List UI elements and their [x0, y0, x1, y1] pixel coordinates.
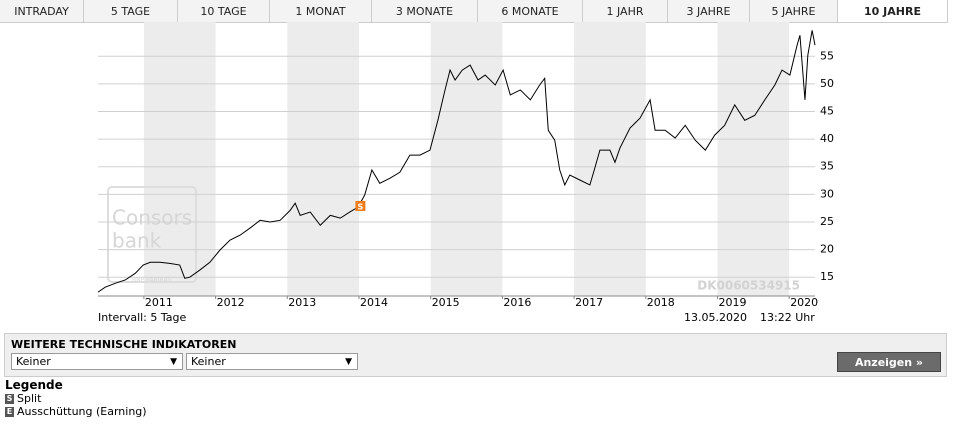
watermark-box — [107, 186, 197, 283]
y-tick-label: 45 — [820, 104, 834, 117]
date: 13.05.2020 — [684, 311, 747, 324]
tab[interactable]: 3 MONATE — [372, 0, 478, 22]
y-tick-label: 40 — [820, 132, 834, 145]
y-tick-label: 35 — [820, 160, 834, 173]
year-band — [430, 22, 503, 296]
y-tick-label: 15 — [820, 270, 834, 283]
time: 13:22 Uhr — [760, 311, 815, 324]
legend-icon: S — [5, 394, 14, 404]
legend-item: S Split — [5, 392, 147, 405]
tab[interactable]: 10 JAHRE — [838, 0, 948, 22]
tab[interactable]: 1 JAHR — [583, 0, 668, 22]
tab[interactable]: INTRADAY — [0, 0, 84, 22]
legend-label: Split — [17, 392, 42, 405]
y-tick-label: 30 — [820, 187, 834, 200]
year-band — [717, 22, 790, 296]
y-tick-label: 20 — [820, 243, 834, 256]
split-marker — [355, 200, 366, 211]
tab[interactable]: 6 MONATE — [478, 0, 583, 22]
y-tick-label: 50 — [820, 77, 834, 90]
indicator-select[interactable]: Keiner — [186, 353, 358, 370]
tab[interactable]: 1 MONAT — [270, 0, 372, 22]
year-band — [574, 22, 646, 296]
watermark: Consors — [112, 206, 192, 230]
x-tick-label: 2016 — [503, 296, 531, 309]
price-line — [97, 30, 816, 293]
watermark: DK0060534915 — [697, 279, 800, 293]
legend-icon: E — [5, 407, 14, 417]
tab-bar: INTRADAY 5 TAGE 10 TAGE 1 MONAT 3 MONATE 6 MO… — [0, 0, 948, 23]
x-tick-label: 2015 — [432, 296, 460, 309]
interval: Intervall: 5 Tage — [98, 311, 187, 324]
year-band — [143, 22, 216, 296]
panel-title: WEITERE TECHNISCHE INDIKATOREN — [11, 338, 237, 351]
show-button[interactable]: Anzeigen » — [837, 352, 941, 372]
y-tick-label: 55 — [820, 49, 834, 62]
x-tick-label: 2013 — [288, 296, 316, 309]
watermark: bank — [112, 229, 162, 253]
x-tick-label: 2020 — [790, 296, 818, 309]
legend-item: E Ausschüttung (Earning) — [5, 405, 147, 418]
split-marker-label: S — [358, 202, 364, 211]
x-tick-label: 2018 — [647, 296, 675, 309]
tab[interactable]: 3 JAHRE — [668, 0, 750, 22]
watermark: BNP PARIBAS — [132, 277, 172, 284]
year-band — [287, 22, 359, 296]
x-tick-label: 2012 — [217, 296, 245, 309]
x-tick-label: 2011 — [145, 296, 173, 309]
x-tick-label: 2014 — [360, 296, 388, 309]
tab[interactable]: 5 JAHRE — [750, 0, 838, 22]
legend: Legende S Split E Ausschüttung (Earning) — [5, 378, 147, 418]
tab[interactable]: 10 TAGE — [178, 0, 270, 22]
indicator-panel: WEITERE TECHNISCHE INDIKATOREN Keiner Ke… — [4, 333, 947, 377]
x-tick-label: 2019 — [718, 296, 746, 309]
indicator-select[interactable]: Keiner — [11, 353, 183, 370]
tab[interactable]: 5 TAGE — [84, 0, 178, 22]
x-tick-label: 2017 — [575, 296, 603, 309]
legend-title: Legende — [5, 378, 63, 392]
legend-label: Ausschüttung (Earning) — [17, 405, 147, 418]
legend-items: S Split E Ausschüttung (Earning) — [5, 392, 147, 418]
y-tick-label: 25 — [820, 215, 834, 228]
